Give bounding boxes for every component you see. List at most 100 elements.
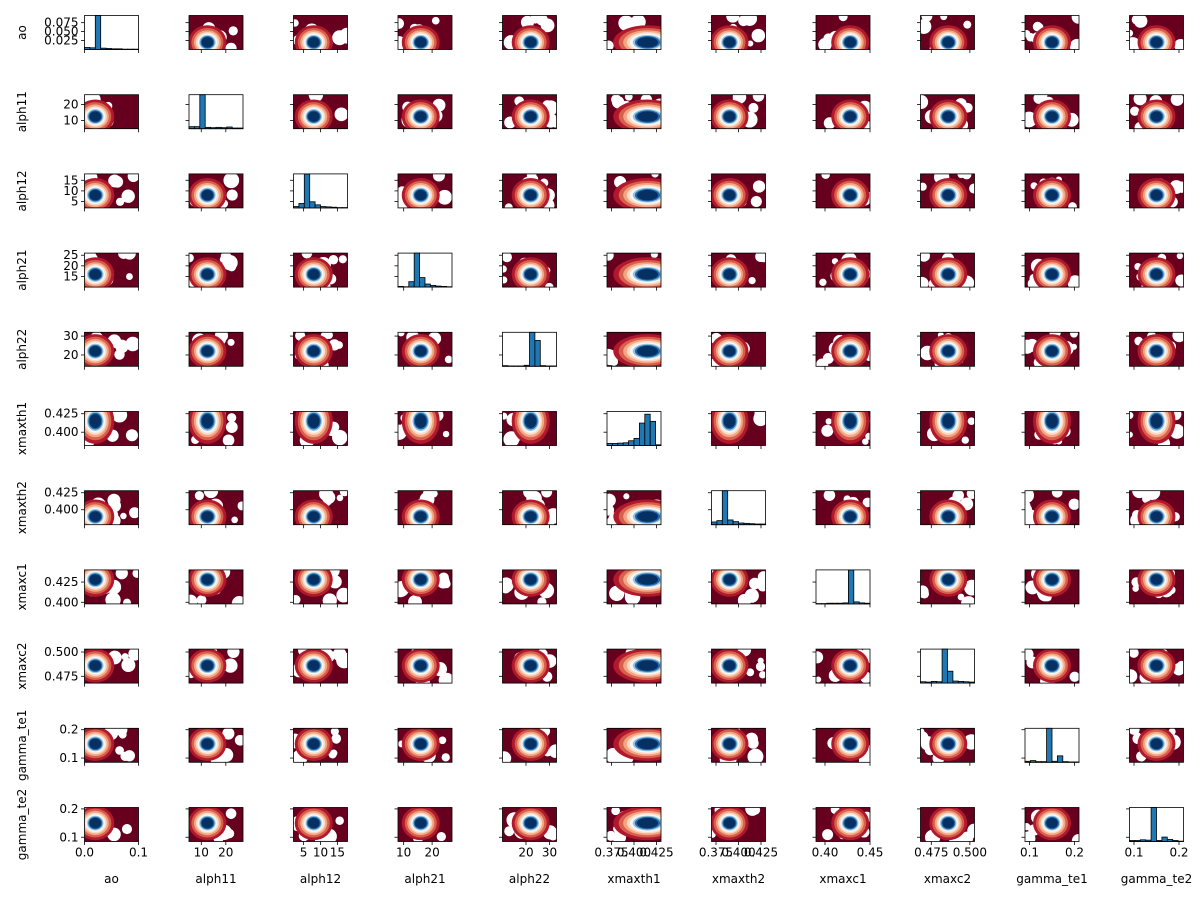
axes-frame (1024, 15, 1080, 50)
y-tick-label: 0.425 (44, 407, 78, 421)
hist-bar-xmaxc2-4 (941, 648, 948, 684)
density-gap (651, 173, 659, 178)
density-contour-7 (307, 574, 320, 585)
axes-frame (1024, 252, 1080, 288)
density-gap (821, 173, 830, 179)
subplot-gamma_te1-vs-xmaxc1 (812, 727, 871, 766)
y-tick-label: 5 (71, 195, 79, 209)
axes-frame (1024, 490, 1080, 526)
density-gap (331, 734, 341, 744)
axes-frame (502, 15, 557, 50)
subplot-xmaxth2-vs-gamma_te2 (1126, 490, 1184, 529)
subplot-xmaxth1-vs-xmaxth2 (708, 411, 766, 449)
x-tick-label: 0.400 (721, 846, 755, 860)
density-gap (1025, 649, 1034, 661)
hist-bar-xmaxth1-4 (628, 440, 635, 446)
axes-frame (1129, 331, 1184, 367)
axes-frame (920, 490, 975, 526)
subplot-alph11-vs-xmaxc2 (917, 94, 975, 133)
y-axis-label-alph22: alph22 (15, 329, 29, 370)
density-gap (545, 282, 554, 288)
density-gap (1071, 15, 1079, 24)
subplot-gamma_te1-vs-alph21 (394, 727, 453, 766)
x-tick-label: 30 (542, 846, 557, 860)
subplot-gamma_te1-vs-alph11 (185, 727, 244, 766)
subplot-xmaxc2-vs-gamma_te1 (1021, 648, 1080, 687)
density-contour-7 (1150, 345, 1163, 357)
y-tick-label: 30 (63, 329, 78, 343)
density-gap (1026, 32, 1035, 42)
axes-frame (188, 648, 244, 684)
density-gap (920, 253, 930, 262)
density-gap (332, 649, 347, 662)
density-gap (623, 493, 630, 500)
y-tick-label: 0.425 (44, 486, 78, 500)
hist-bar-xmaxth2-0 (711, 521, 718, 526)
density-contour-7 (723, 414, 736, 429)
x-axis-label-alph12: alph12 (300, 872, 341, 886)
axes-frame (502, 807, 557, 842)
subplot-alph22-vs-gamma_te1 (1021, 331, 1080, 370)
density-gap (225, 421, 238, 434)
y-tick-label: 0.075 (44, 16, 78, 30)
density-gap (1036, 94, 1048, 101)
subplot-gamma_te1-vs-gamma_te2 (1126, 727, 1184, 766)
subplot-xmaxc2-vs-xmaxc2 (917, 648, 975, 687)
y-tick-label: 0.2 (59, 802, 78, 816)
density-gap (1070, 332, 1078, 338)
axes-frame (397, 490, 453, 526)
density-gap (862, 438, 869, 445)
density-contour-7 (844, 189, 856, 201)
density-gap (398, 332, 405, 337)
density-gap (1175, 181, 1184, 193)
axes-frame (397, 15, 453, 50)
density-contour-7 (723, 817, 736, 829)
density-contour-7 (844, 511, 856, 522)
density-gap (1068, 202, 1077, 208)
axes-frame (397, 411, 453, 446)
density-contour-7 (414, 345, 427, 357)
subplot-alph21-vs-gamma_te1 (1021, 252, 1080, 291)
hist-bar-xmaxc1-6 (848, 569, 855, 605)
density-contour-7 (942, 189, 955, 201)
density-gap (105, 592, 121, 604)
subplot-alph22-vs-gamma_te2 (1126, 331, 1184, 370)
density-contour-7 (89, 660, 102, 671)
density-gap (227, 338, 235, 346)
density-gap (550, 116, 557, 128)
subplot-alph11-vs-xmaxth2 (708, 94, 766, 133)
density-gap (607, 493, 616, 508)
subplot-xmaxc1-vs-xmaxth1 (603, 569, 662, 608)
subplot-gamma_te2-vs-gamma_te2: 0.1 0.2 (1124, 807, 1189, 860)
x-tick-label: 0.40 (812, 846, 839, 860)
hist-bar-alph12-3 (309, 201, 316, 209)
density-gap (194, 491, 204, 501)
density-gap (607, 40, 614, 50)
hist-bar-xmaxth2-4 (732, 521, 739, 526)
density-gap (189, 253, 194, 263)
axes-frame (1129, 15, 1184, 50)
density-contour-7 (89, 345, 102, 357)
density-contour-7 (1150, 511, 1163, 522)
subplot-xmaxc2-vs-alph12 (290, 648, 348, 687)
subplot-alph12-vs-alph22 (499, 173, 557, 212)
density-gap (1142, 494, 1151, 504)
density-gap (611, 94, 622, 105)
density-gap (502, 412, 508, 420)
density-gap (819, 278, 827, 286)
density-gap (1133, 94, 1147, 106)
axes-frame (188, 94, 244, 130)
density-gap (84, 94, 92, 102)
density-contour-7 (307, 111, 320, 122)
density-gap (752, 180, 766, 193)
hist-bar-xmaxth2-3 (727, 519, 734, 526)
density-gap (752, 94, 765, 102)
density-gap (226, 189, 238, 201)
density-contour-7 (637, 817, 658, 829)
density-contour-7 (1150, 111, 1163, 122)
density-gap (115, 197, 125, 206)
density-gap (1129, 669, 1138, 683)
density-contour-7 (414, 738, 427, 750)
subplot-alph22-vs-xmaxc2 (917, 331, 975, 370)
